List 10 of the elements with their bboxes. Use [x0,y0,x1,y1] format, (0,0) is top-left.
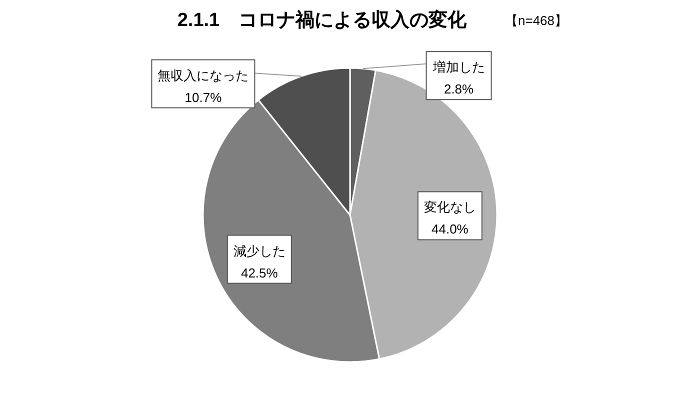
chart-title: 2.1.1 コロナ禍による収入の変化 [177,9,468,31]
text: 【n=468】 [505,13,568,28]
data-label: 44.0% [432,222,469,237]
data-label: 42.5% [240,265,278,280]
slice-label: 減少した [233,243,286,258]
slice-label: 変化なし [424,200,476,215]
data-label: 2.8% [444,82,474,97]
data-label: 10.7% [184,90,222,105]
slice-label: 増加した [432,60,485,75]
slice-label: 無収入になった [158,68,249,83]
